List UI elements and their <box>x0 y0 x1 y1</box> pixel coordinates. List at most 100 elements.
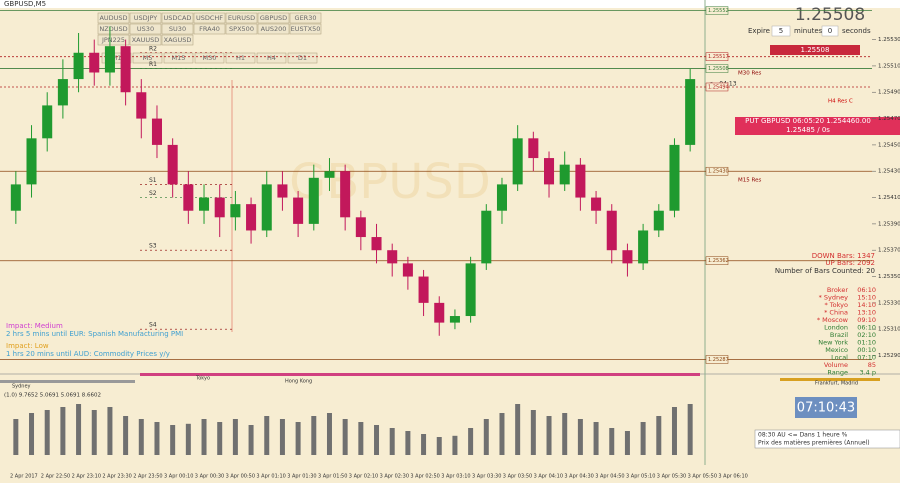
candle-body <box>214 197 225 218</box>
session-name: * China <box>824 309 848 317</box>
session-time: 15:10 <box>857 294 876 302</box>
candle-body <box>606 210 617 251</box>
oscillator-bar <box>138 419 144 455</box>
timeframe-label: M30 <box>203 54 217 62</box>
x-tick-label: 2 Apr 23:50 <box>133 474 162 480</box>
minutes-input[interactable] <box>771 25 791 37</box>
symbol-button[interactable] <box>225 12 258 24</box>
timeframe-button[interactable] <box>132 52 163 64</box>
session-time: 06:10 <box>857 324 876 332</box>
oscillator-bar <box>656 416 662 455</box>
oscillator-bar <box>342 419 348 455</box>
oscillator-bar <box>609 428 615 455</box>
x-tick-label: 3 Apr 03:10 <box>441 474 470 480</box>
notification[interactable] <box>754 429 900 449</box>
candle-body <box>151 118 162 145</box>
notification-line2: Prix des matières premières (Annuel) <box>758 440 870 447</box>
up-bars: UP Bars: 2092 <box>825 259 875 267</box>
session-time: 07:10 <box>857 354 876 362</box>
candle-body <box>449 316 460 323</box>
session-name: New York <box>818 339 848 347</box>
symbol-button[interactable] <box>129 12 162 24</box>
oscillator-bar <box>546 416 552 455</box>
candle-body <box>199 197 210 211</box>
session-time: 01:10 <box>857 339 876 347</box>
zone-label: M30 Res <box>738 71 761 77</box>
symbol-button[interactable] <box>225 23 258 35</box>
symbol-button-label: FRA40 <box>199 25 220 33</box>
oscillator-bar <box>107 407 113 455</box>
symbol-button[interactable] <box>257 23 290 35</box>
timeframe-button[interactable] <box>101 52 132 64</box>
symbol-button-label: GER30 <box>295 14 317 22</box>
candle-body <box>57 79 68 106</box>
session-time: 06:10 <box>857 286 876 294</box>
candle-body <box>528 138 539 159</box>
timeframe-button[interactable] <box>194 52 225 64</box>
price-tag <box>705 256 729 265</box>
timeframe-label: M5 <box>143 54 153 62</box>
x-tick-label: 3 Apr 05:50 <box>688 474 717 480</box>
symbol-button[interactable] <box>161 23 194 35</box>
pivot-label: S2 <box>149 190 157 197</box>
symbol-button[interactable] <box>289 12 322 24</box>
seconds-input[interactable] <box>821 25 839 37</box>
timeframe-button[interactable] <box>163 52 194 64</box>
news-text: 1 hrs 20 mins until AUD: Commodity Price… <box>6 350 170 358</box>
candle-body <box>89 52 100 73</box>
candle-body <box>402 263 413 277</box>
symbol-button[interactable] <box>257 12 290 24</box>
symbol-button[interactable] <box>97 34 130 46</box>
oscillator-bar <box>389 428 395 455</box>
symbol-button[interactable] <box>193 23 226 35</box>
symbol-button[interactable] <box>289 23 322 35</box>
candle-body <box>669 144 680 211</box>
oscillator-bar <box>671 407 677 455</box>
symbol-button[interactable] <box>193 12 226 24</box>
candle-body <box>418 276 429 303</box>
x-tick-label: 3 Apr 02:10 <box>349 474 378 480</box>
candle-body <box>465 263 476 317</box>
symbol-button[interactable] <box>161 34 194 46</box>
minutes-label: minutes <box>794 27 823 35</box>
symbol-button[interactable] <box>97 12 130 24</box>
clock: 07:10:43 <box>797 401 855 416</box>
news-impact: Impact: Medium <box>6 322 63 330</box>
session-name: Volume <box>824 361 848 369</box>
bid-box[interactable] <box>770 45 860 55</box>
candle-body <box>544 158 555 185</box>
oscillator-bar <box>499 413 505 455</box>
oscillator-bar <box>468 428 474 455</box>
oscillator-bar <box>483 419 489 455</box>
timeframe-button[interactable] <box>287 52 318 64</box>
x-tick-label: 2 Apr 23:30 <box>102 474 131 480</box>
bars-counted: Number of Bars Counted: 20 <box>775 267 875 275</box>
price-tag <box>705 166 729 176</box>
symbol-button[interactable] <box>97 23 130 35</box>
pivot-label: S3 <box>149 243 157 250</box>
candle-body <box>355 217 366 238</box>
candle-body <box>73 52 84 80</box>
symbol-button[interactable] <box>161 12 194 24</box>
window-title: GBPUSD,M5 <box>4 0 46 8</box>
news-text: 2 hrs 5 mins until EUR: Spanish Manufact… <box>6 330 183 338</box>
timeframe-label: D1 <box>298 54 307 62</box>
y-tick-label: 1.25430 <box>878 169 900 175</box>
symbol-button[interactable] <box>129 34 162 46</box>
symbol-button-label: AUDUSD <box>99 14 127 22</box>
y-tick-label: 1.25490 <box>878 90 900 96</box>
symbol-button[interactable] <box>129 23 162 35</box>
oscillator-bar <box>326 413 332 455</box>
session-bar-label: Tokyo <box>195 376 210 382</box>
oscillator-bar <box>279 419 285 455</box>
oscillator-bar <box>185 423 191 455</box>
candle-body <box>277 184 288 198</box>
current-price: 1.25508 <box>795 5 865 25</box>
timeframe-button[interactable] <box>225 52 256 64</box>
y-tick-label: 1.25450 <box>878 142 900 148</box>
timeframe-button[interactable] <box>256 52 287 64</box>
candle-body <box>340 171 351 218</box>
candle-body <box>496 184 507 211</box>
y-tick-label: 1.25390 <box>878 221 900 227</box>
y-tick-label: 1.25470 <box>878 116 900 122</box>
